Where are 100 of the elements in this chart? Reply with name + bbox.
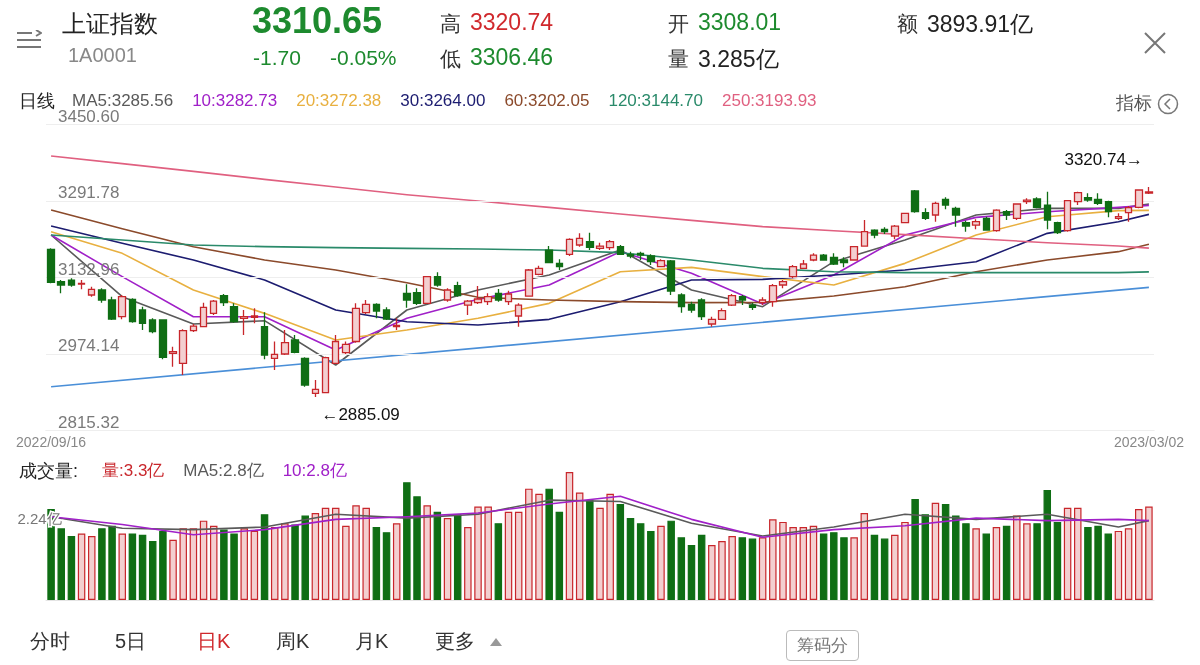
bar: [118, 533, 126, 600]
bar: [687, 544, 696, 600]
bar: [718, 541, 726, 600]
bar: [586, 500, 594, 600]
bar: [982, 533, 991, 600]
bar: [708, 544, 716, 600]
text: 3306.46: [470, 44, 554, 71]
bar: [159, 530, 167, 600]
bar: [626, 518, 635, 600]
x-tick-label: 2023/03/02: [1113, 433, 1185, 450]
bar: [1074, 507, 1082, 600]
bar: [941, 504, 950, 600]
bar: [901, 521, 909, 600]
text: 1A0001: [68, 44, 137, 67]
bar: [514, 511, 523, 600]
bar: [870, 534, 879, 600]
bar: [1023, 523, 1031, 600]
text: 20:3272.38: [296, 91, 382, 110]
bar: [209, 525, 218, 600]
bar: [921, 514, 930, 600]
y-tick-label: 2974.14: [58, 336, 120, 355]
text: 量: [668, 46, 689, 72]
bar: [453, 514, 462, 600]
text: 周K: [276, 629, 310, 654]
annotation: ←2885.09: [321, 405, 400, 425]
text: 5日: [115, 629, 147, 654]
bar: [1145, 506, 1153, 600]
bar: [169, 539, 177, 600]
y-tick-label: 2815.32: [58, 412, 120, 432]
bar: [98, 528, 106, 600]
text: 量:3.3亿: [102, 461, 165, 480]
bar: [545, 488, 553, 600]
bar: [758, 537, 767, 600]
bar: [1094, 525, 1102, 600]
text: 指标: [1115, 93, 1152, 113]
bar: [575, 492, 584, 600]
bar: [250, 530, 259, 600]
bar: [220, 529, 228, 600]
bar: [189, 528, 198, 600]
bar: [321, 507, 330, 600]
bar: [504, 511, 513, 600]
bar: [636, 523, 645, 600]
bar: [413, 496, 421, 600]
text: 上证指数: [62, 9, 158, 39]
text: MA5:2.8亿: [183, 461, 264, 480]
bar: [301, 515, 309, 600]
bar: [342, 525, 350, 600]
text: 250:3193.93: [722, 91, 817, 110]
bar: [87, 536, 96, 600]
text: 3893.91亿: [927, 10, 1034, 39]
text: 额: [897, 11, 918, 37]
bar: [433, 511, 442, 600]
bar: [1002, 525, 1011, 600]
bar: [484, 506, 492, 600]
annotation: 2.24亿: [17, 509, 62, 527]
text: 低: [440, 46, 461, 72]
bar: [230, 533, 238, 600]
bar: [291, 524, 299, 600]
text: 3320.74: [470, 9, 554, 36]
bar: [382, 532, 391, 600]
bar: [474, 506, 482, 600]
bar: [565, 472, 574, 600]
text: 筹码分: [786, 630, 859, 661]
text: 120:3144.70: [608, 91, 704, 110]
bar: [1063, 507, 1072, 600]
text: 30:3264.00: [400, 91, 486, 110]
bar: [748, 538, 757, 600]
bar: [850, 537, 858, 600]
chart-title: 日线: [19, 91, 55, 111]
bar: [331, 507, 340, 600]
bar: [606, 493, 614, 600]
text: 10:3282.73: [192, 91, 278, 110]
annotation: 3320.74→: [1064, 149, 1143, 169]
text: 月K: [355, 629, 389, 654]
text: 更多: [435, 629, 475, 654]
bar: [1084, 527, 1092, 600]
bar: [1124, 528, 1133, 600]
bar: [57, 528, 65, 600]
bar: [880, 538, 889, 600]
bar: [647, 530, 655, 600]
bar: [392, 523, 401, 600]
bar: [596, 507, 604, 600]
bar: [464, 527, 472, 600]
bar: [494, 523, 503, 600]
bar: [616, 504, 625, 600]
text: 3310.65: [252, 0, 383, 42]
bar: [423, 505, 431, 600]
bar: [138, 534, 147, 600]
bar: [952, 515, 960, 600]
text: 高: [440, 11, 461, 37]
bar: [697, 534, 706, 600]
bar: [819, 533, 828, 600]
bar: [372, 527, 381, 600]
bar: [1104, 533, 1113, 600]
bar: [148, 541, 157, 600]
bar: [830, 532, 838, 600]
bar: [769, 519, 777, 600]
y-tick-label: 3291.78: [58, 183, 120, 202]
bar: [1043, 489, 1052, 600]
bar: [677, 537, 686, 600]
